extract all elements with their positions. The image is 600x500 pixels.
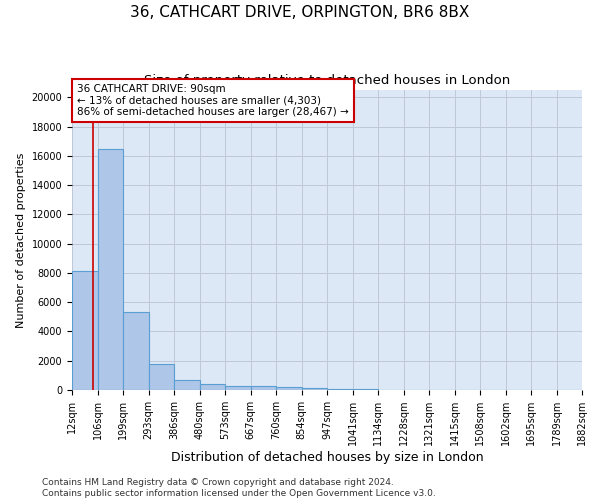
Text: 36, CATHCART DRIVE, ORPINGTON, BR6 8BX: 36, CATHCART DRIVE, ORPINGTON, BR6 8BX xyxy=(130,5,470,20)
Bar xyxy=(251,386,276,390)
Bar xyxy=(174,380,200,390)
Text: Contains HM Land Registry data © Crown copyright and database right 2024.
Contai: Contains HM Land Registry data © Crown c… xyxy=(42,478,436,498)
Title: Size of property relative to detached houses in London: Size of property relative to detached ho… xyxy=(144,74,510,88)
Bar xyxy=(225,386,251,390)
Bar xyxy=(200,384,225,390)
Text: 36 CATHCART DRIVE: 90sqm
← 13% of detached houses are smaller (4,303)
86% of sem: 36 CATHCART DRIVE: 90sqm ← 13% of detach… xyxy=(77,84,349,117)
Bar xyxy=(149,364,174,390)
Bar xyxy=(276,387,302,390)
Bar xyxy=(327,389,353,390)
Y-axis label: Number of detached properties: Number of detached properties xyxy=(16,152,26,328)
Bar xyxy=(72,272,98,390)
Bar xyxy=(302,388,327,390)
X-axis label: Distribution of detached houses by size in London: Distribution of detached houses by size … xyxy=(170,451,484,464)
Bar xyxy=(123,312,149,390)
Bar xyxy=(98,148,123,390)
